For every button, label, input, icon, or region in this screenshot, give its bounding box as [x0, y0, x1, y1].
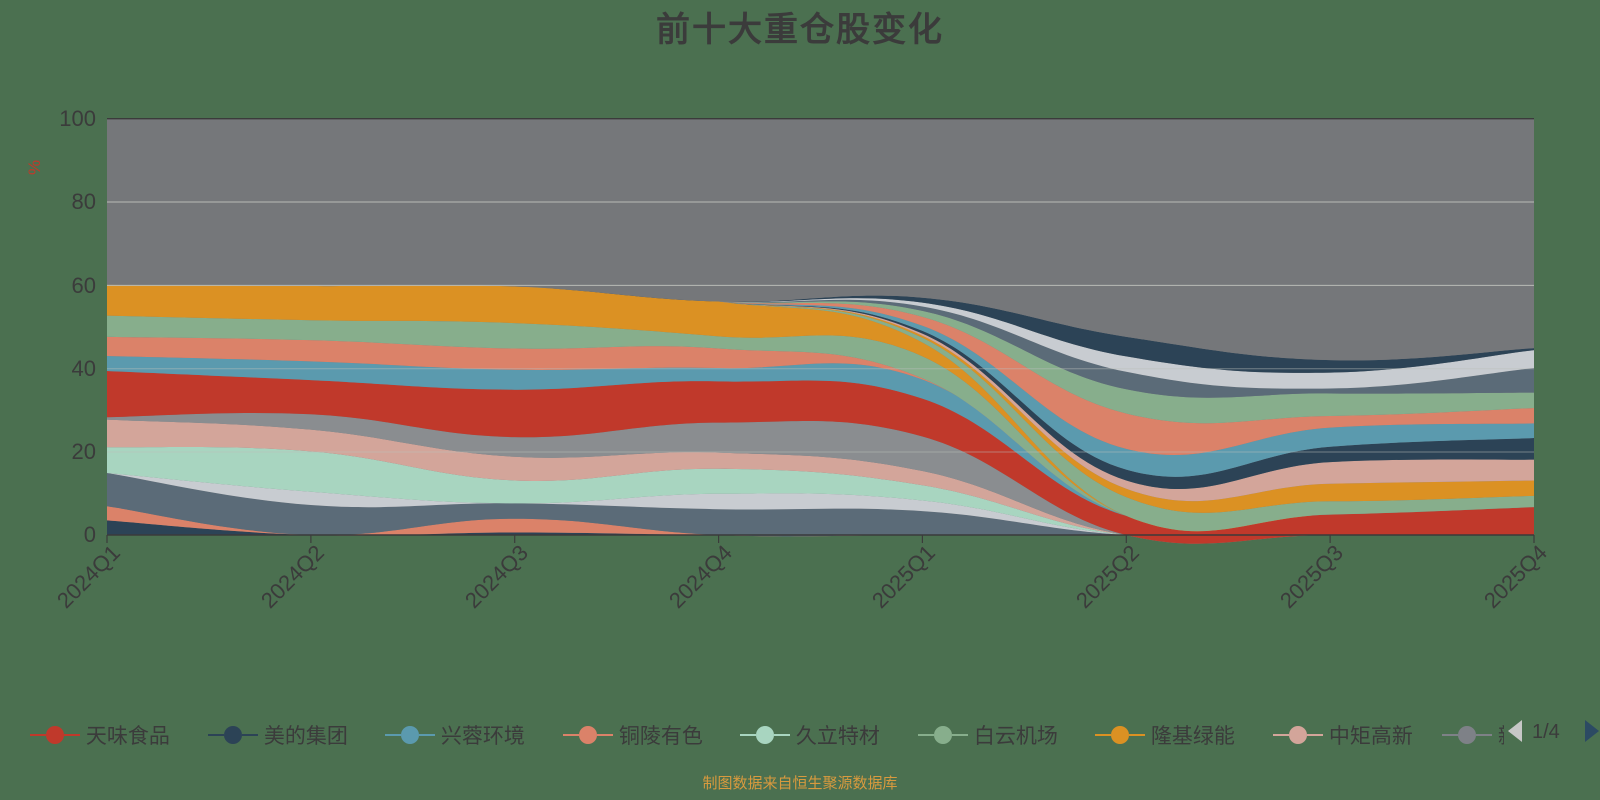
svg-text:%: % [25, 160, 44, 175]
svg-text:40: 40 [72, 356, 96, 381]
svg-text:20: 20 [72, 439, 96, 464]
svg-text:60: 60 [72, 273, 96, 298]
svg-text:100: 100 [59, 106, 96, 131]
svg-text:0: 0 [84, 522, 96, 547]
svg-text:1/4: 1/4 [1532, 721, 1560, 743]
svg-text:80: 80 [72, 189, 96, 214]
